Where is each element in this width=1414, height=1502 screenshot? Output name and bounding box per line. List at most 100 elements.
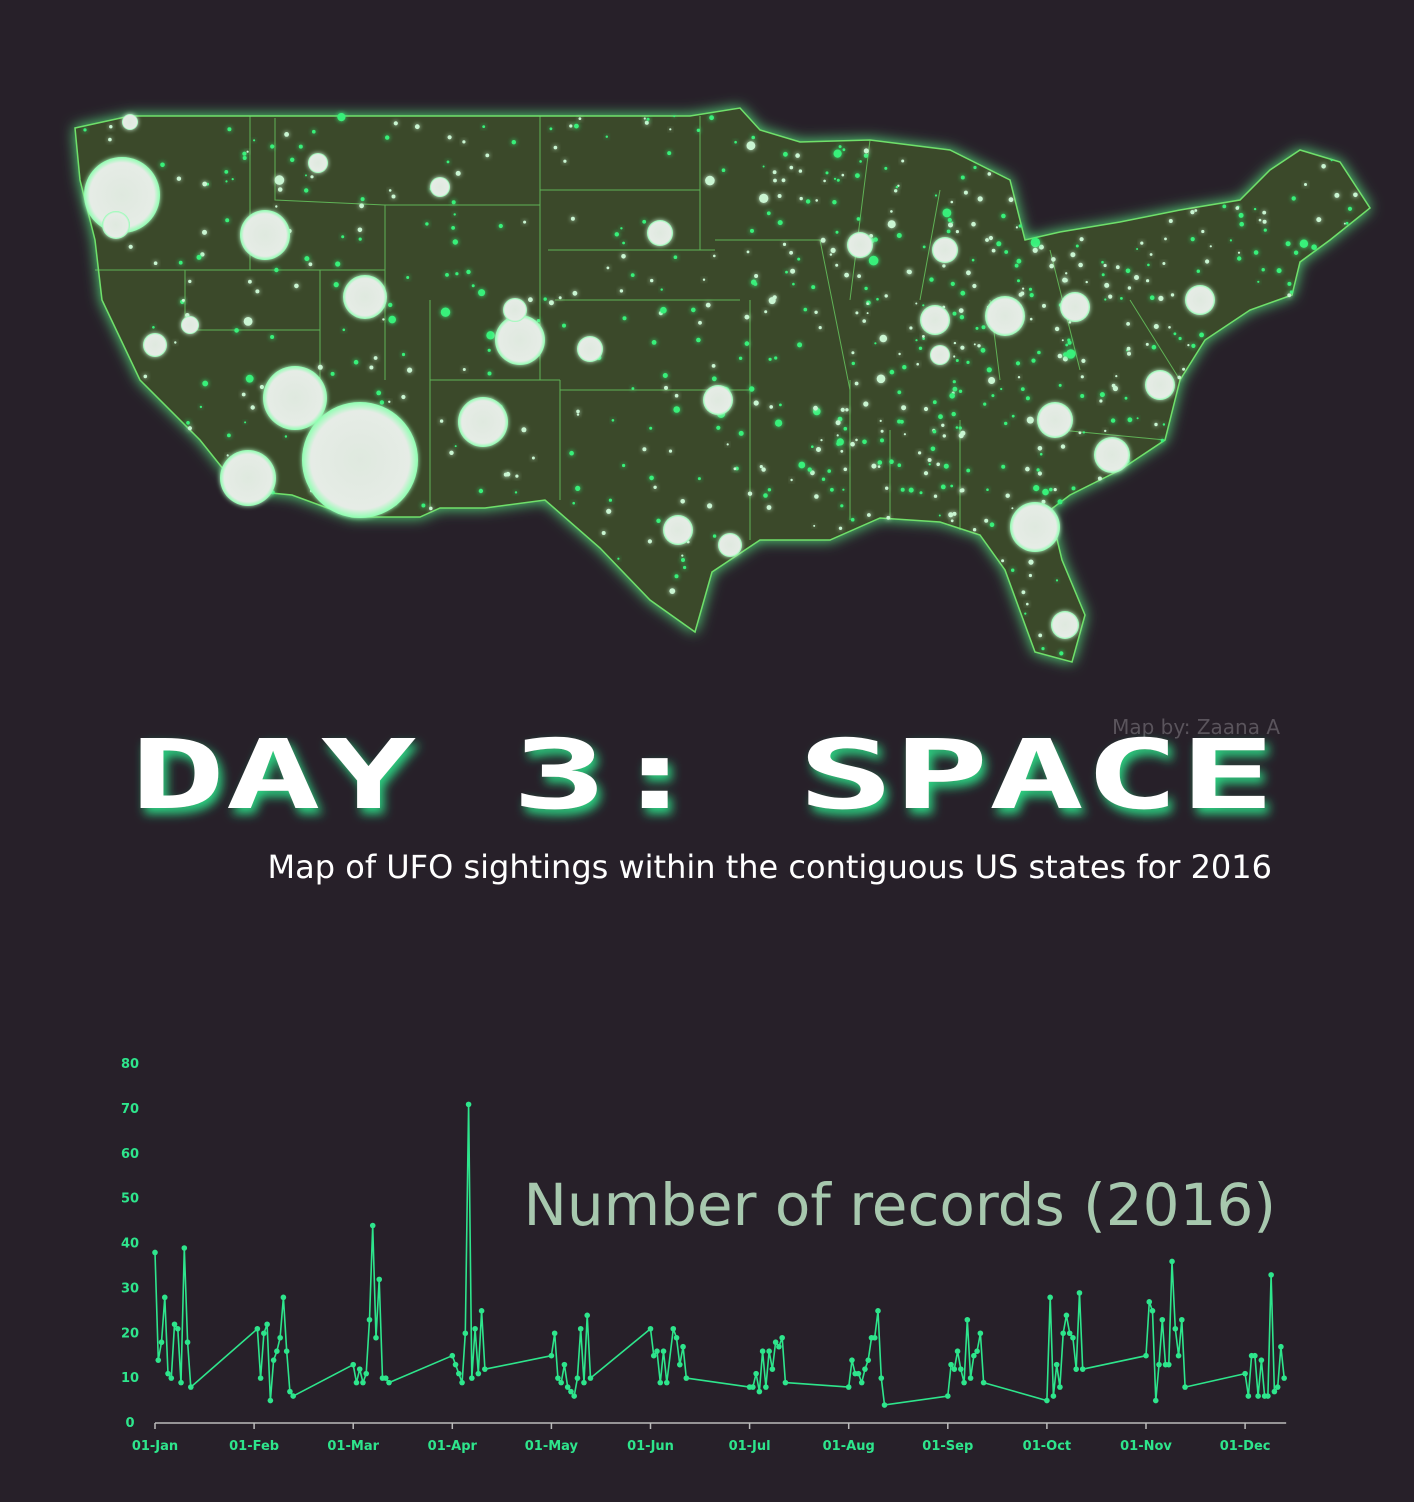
point (849, 1357, 855, 1363)
point (551, 1330, 558, 1337)
dot (942, 434, 946, 438)
point (756, 1388, 763, 1395)
dot (712, 534, 717, 538)
dot (696, 128, 701, 132)
dot (753, 282, 758, 286)
dot (843, 426, 848, 431)
bubble (1094, 437, 1130, 473)
dot (759, 465, 763, 469)
dot (815, 199, 818, 202)
point (1172, 1325, 1179, 1332)
dot (1038, 244, 1044, 250)
point (264, 1321, 270, 1328)
dot (952, 511, 957, 516)
dot (909, 326, 913, 330)
dot (388, 400, 391, 403)
dot (1173, 332, 1177, 336)
dot (1017, 376, 1021, 379)
point (766, 1348, 772, 1354)
dot (948, 222, 953, 228)
point (574, 1375, 581, 1381)
state-borders (95, 116, 1181, 540)
dot (1110, 418, 1116, 423)
dot (482, 125, 486, 128)
x-tick-label: 01-May (525, 1439, 579, 1454)
dot (996, 241, 1002, 247)
dot (938, 414, 943, 420)
dot (1178, 336, 1182, 341)
dot (1071, 486, 1076, 491)
dot (795, 153, 800, 158)
point (366, 1316, 373, 1323)
dot (1024, 612, 1027, 615)
dot (814, 310, 818, 314)
x-tick-label: 01-Aug (823, 1439, 875, 1454)
dot (202, 380, 209, 387)
dot (766, 211, 771, 216)
dot (1049, 263, 1054, 269)
point (650, 1352, 657, 1359)
point (558, 1379, 564, 1386)
point (1182, 1384, 1188, 1390)
dot (943, 463, 949, 469)
point (386, 1379, 392, 1386)
dot (1237, 251, 1241, 254)
dot (862, 319, 866, 323)
point (1156, 1361, 1162, 1368)
dot (455, 272, 459, 276)
dot (644, 120, 649, 125)
dot (845, 408, 849, 412)
point (980, 1379, 987, 1386)
x-tick-label: 01-Dec (1220, 1439, 1271, 1454)
point (862, 1366, 868, 1372)
bubble (1037, 402, 1073, 438)
dot (895, 185, 899, 189)
dot (713, 254, 716, 258)
dot (855, 438, 858, 442)
dot (733, 467, 737, 471)
dot (487, 371, 492, 376)
dot (1145, 342, 1149, 346)
point (1066, 1330, 1073, 1337)
dot (152, 326, 155, 329)
dot (1041, 499, 1046, 504)
dot (1041, 647, 1045, 651)
dot (543, 297, 547, 301)
dot (1235, 206, 1240, 210)
dot (989, 522, 995, 527)
dot (447, 135, 452, 140)
dot (1065, 272, 1068, 275)
dot (1205, 259, 1210, 264)
dot (673, 115, 676, 118)
dot (1147, 263, 1150, 267)
dot (388, 189, 392, 192)
dot (873, 237, 878, 242)
dot (341, 235, 345, 239)
dot (928, 463, 931, 466)
dot (642, 447, 647, 452)
dot (940, 484, 946, 490)
dot (955, 230, 960, 234)
dot (290, 157, 295, 162)
dot (683, 565, 687, 570)
dot (1011, 507, 1014, 510)
dot (187, 426, 192, 431)
dot (393, 121, 398, 126)
dot (1194, 209, 1198, 212)
point (763, 1384, 769, 1390)
dot (766, 505, 772, 510)
dot (1168, 219, 1173, 223)
dot (1038, 633, 1043, 638)
dot (576, 409, 580, 414)
point (875, 1308, 881, 1314)
dot (864, 286, 868, 291)
dot (906, 269, 911, 274)
point (1281, 1375, 1287, 1381)
dot (342, 328, 346, 332)
point (647, 1325, 654, 1332)
dot (614, 232, 619, 237)
dot (799, 196, 803, 201)
dot (1101, 273, 1105, 277)
page-title: DAY 3: SPACE (130, 719, 1275, 831)
dot (960, 290, 966, 296)
